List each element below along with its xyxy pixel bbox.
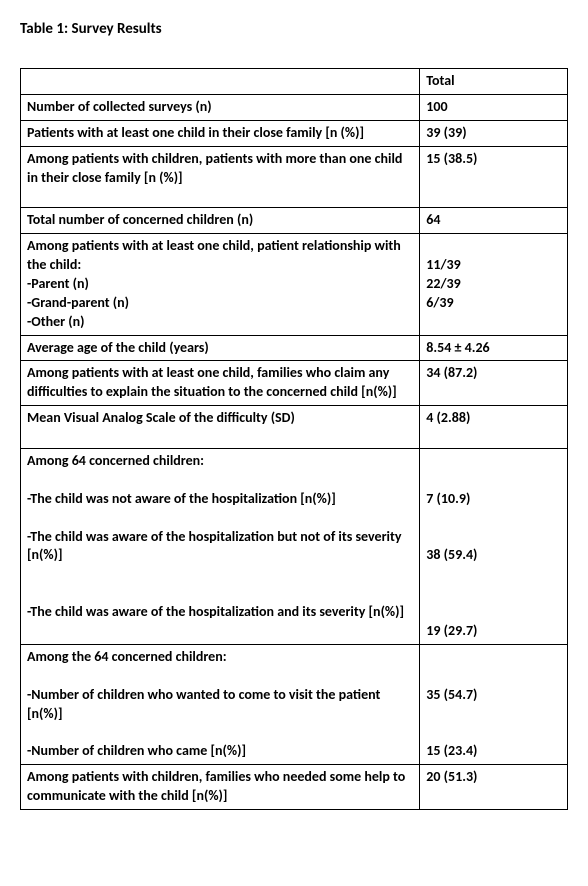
row-value: 15 (38.5) (420, 146, 568, 208)
row-label: Among the 64 concerned children: -Number… (21, 644, 420, 764)
row-label: Total number of concerned children (n) (21, 208, 420, 234)
row-label: Among 64 concerned children: -The child … (21, 448, 420, 644)
row-label: Patients with at least one child in thei… (21, 120, 420, 146)
row-value: 35 (54.7) 15 (23.4) (420, 644, 568, 764)
row-label: Among patients with at least one child, … (21, 234, 420, 335)
row-label: Number of collected surveys (n) (21, 94, 420, 120)
table-row: Among patients with at least one child, … (21, 361, 568, 406)
table-row: Among patients with children, patients w… (21, 146, 568, 208)
row-value: 39 (39) (420, 120, 568, 146)
table-row: Among patients with at least one child, … (21, 234, 568, 335)
table-row: Mean Visual Analog Scale of the difficul… (21, 406, 568, 449)
row-label: Among patients with at least one child, … (21, 361, 420, 406)
table-row: Patients with at least one child in thei… (21, 120, 568, 146)
table-row: Average age of the child (years)8.54 ± 4… (21, 335, 568, 361)
row-label: Average age of the child (years) (21, 335, 420, 361)
table-row: Total number of concerned children (n)64 (21, 208, 568, 234)
table-row: Among patients with children, families w… (21, 765, 568, 810)
table-row: Among the 64 concerned children: -Number… (21, 644, 568, 764)
row-label: Among patients with children, patients w… (21, 146, 420, 208)
row-value: 20 (51.3) (420, 765, 568, 810)
row-value: 64 (420, 208, 568, 234)
table-title: Table 1: Survey Results (20, 20, 568, 38)
row-label: Mean Visual Analog Scale of the difficul… (21, 406, 420, 449)
header-value: Total (420, 69, 568, 95)
row-value: 100 (420, 94, 568, 120)
survey-table: TotalNumber of collected surveys (n)100P… (20, 68, 568, 810)
row-value: 4 (2.88) (420, 406, 568, 449)
row-value: 11/3922/396/39 (420, 234, 568, 335)
header-label (21, 69, 420, 95)
table-row: Number of collected surveys (n)100 (21, 94, 568, 120)
row-value: 8.54 ± 4.26 (420, 335, 568, 361)
row-value: 7 (10.9) 38 (59.4) 19 (29.7) (420, 448, 568, 644)
table-row: Among 64 concerned children: -The child … (21, 448, 568, 644)
row-value: 34 (87.2) (420, 361, 568, 406)
row-label: Among patients with children, families w… (21, 765, 420, 810)
